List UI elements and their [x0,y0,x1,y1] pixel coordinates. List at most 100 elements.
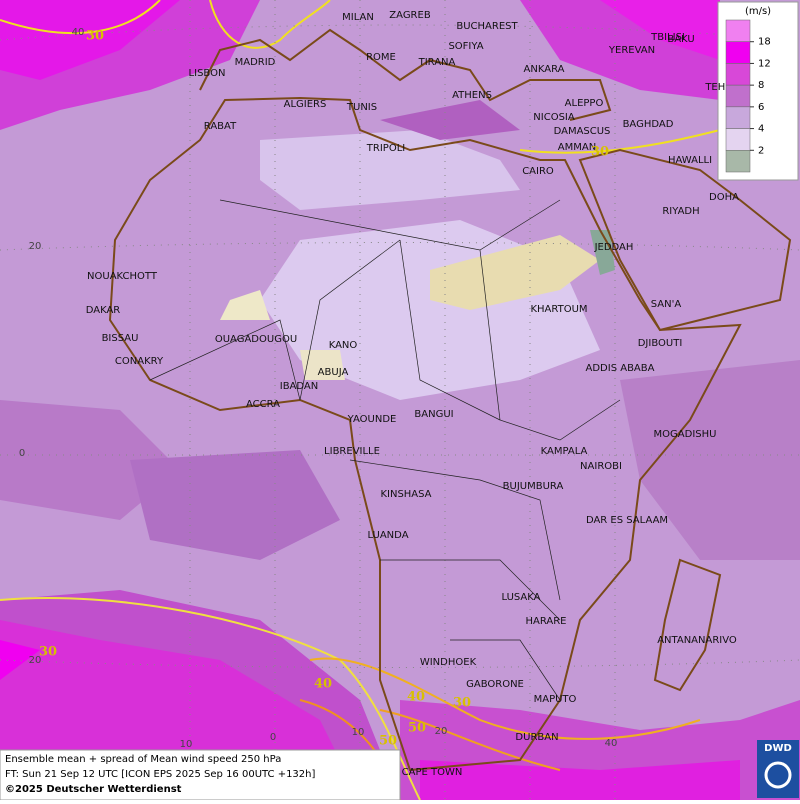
city-label: GABORONE [466,679,524,690]
city-label: DJIBOUTI [638,338,683,349]
city-label: ADDIS ABABA [586,363,655,374]
city-label: TBILISI [650,32,685,43]
legend-tick-label: 6 [758,102,764,113]
city-label: RABAT [204,121,237,132]
grid-label: 10 [180,739,193,750]
city-label: ROME [366,52,396,63]
legend-swatch [725,84,751,108]
city-label: KINSHASA [380,489,431,500]
city-label: BISSAU [102,333,139,344]
legend-swatch [725,150,751,173]
city-label: LISBON [189,68,226,79]
legend-unit: (m/s) [745,6,771,17]
city-label: CAIRO [522,166,554,177]
grid-label: 20 [29,241,42,252]
city-label: AMMAN [558,142,596,153]
city-label: LUSAKA [502,592,541,603]
city-label: HAWALLI [668,155,712,166]
city-label: HARARE [525,616,566,627]
city-label: YEREVAN [608,45,655,56]
city-label: MADRID [235,57,276,68]
city-label: SAN'A [651,299,682,310]
city-label: DAMASCUS [554,126,611,137]
city-label: ALEPPO [565,98,604,109]
grid-label: 0 [19,448,25,459]
city-label: BAKU [667,34,694,45]
city-label: TIRANA [418,57,456,68]
legend-tick-label: 8 [758,80,764,91]
city-label: DOHA [709,192,739,203]
city-label: NICOSIA [533,112,575,123]
city-label: TRIPOLI [366,143,405,154]
city-label: JEDDAH [594,242,634,253]
caption-box [0,749,401,801]
grid-label: 20 [435,726,448,737]
grid-label: 40 [72,27,85,38]
city-label: LIBREVILLE [324,446,380,457]
city-label: ATHENS [452,90,492,101]
city-label: LUANDA [367,530,408,541]
city-label: IBADAN [280,381,319,392]
city-label: DURBAN [515,732,558,743]
legend-swatch [725,41,751,64]
city-label: MOGADISHU [654,429,717,440]
grid-label: 0 [270,732,276,743]
logo-mark [764,761,792,789]
city-label: DAR ES SALAAM [586,515,668,526]
city-label: ANKARA [524,64,565,75]
city-label: KAMPALA [541,446,588,457]
city-label: BUJUMBURA [503,481,564,492]
contour-label: 30 [39,645,57,660]
caption-line: ©2025 Deutscher Wetterdienst [5,784,182,795]
city-label: ALGIERS [284,99,327,110]
grid-label: 20 [29,655,42,666]
contour-label: 30 [86,29,104,44]
city-label: ABUJA [318,367,349,378]
legend-swatch [725,63,751,86]
contour-label: 50 [408,721,426,736]
city-label: ZAGREB [389,10,431,21]
city-label: CONAKRY [115,356,164,367]
city-label: BAGHDAD [623,119,674,130]
contour-label: 30 [453,696,471,711]
grid-label: 10 [352,727,365,738]
legend-swatch [725,106,751,129]
city-label: RIYADH [662,206,699,217]
city-label: YAOUNDE [347,414,397,425]
contour-label: 30 [591,145,609,160]
legend-tick-label: 18 [758,37,771,48]
city-label: SOFIYA [448,41,483,52]
city-label: KHARTOUM [530,304,587,315]
legend-tick-label: 2 [758,145,764,156]
grid-label: 40 [605,738,618,749]
city-label: MAPUTO [534,694,577,705]
legend-tick-label: 4 [758,124,764,135]
city-label: NOUAKCHOTT [87,271,158,282]
logo: DWD [764,743,792,754]
contour-label: 40 [314,677,332,692]
city-label: TUNIS [346,102,377,113]
city-label: KANO [329,340,358,351]
caption-line: FT: Sun 21 Sep 12 UTC [ICON EPS 2025 Sep… [5,769,315,780]
city-label: BUCHAREST [456,21,518,32]
legend-swatch [725,128,751,151]
contour-label: 50 [379,734,397,749]
legend-swatch [725,19,751,42]
city-label: OUAGADOUGOU [215,334,297,345]
city-label: MILAN [342,12,374,23]
city-label: CAPE TOWN [402,767,463,778]
city-label: ANTANANARIVO [657,635,737,646]
city-label: TEHRA [704,82,738,93]
city-label: NAIROBI [580,461,622,472]
city-label: DAKAR [86,305,121,316]
city-label: WINDHOEK [420,657,477,668]
legend-tick-label: 12 [758,58,771,69]
borders [149,199,621,701]
caption-line: Ensemble mean + spread of Mean wind spee… [5,754,281,765]
city-label: ACCRA [246,399,280,410]
city-label: BANGUI [414,409,453,420]
